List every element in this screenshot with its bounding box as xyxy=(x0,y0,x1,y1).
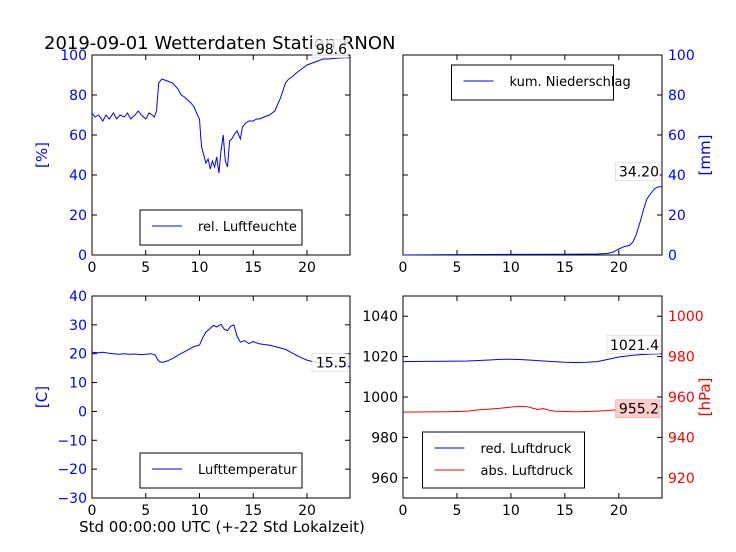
y-right-tick-label: 960 xyxy=(668,390,695,406)
y-axis-label: [C] xyxy=(33,386,51,408)
y-tick-label: 100 xyxy=(668,48,695,64)
legend-box xyxy=(139,452,303,489)
y-tick-label: 60 xyxy=(668,128,686,144)
y-tick-label: −20 xyxy=(57,462,87,478)
plot-frame xyxy=(91,295,351,499)
annotation-value: 1021.4 xyxy=(610,338,659,354)
pressure-panel: 0 5 10 15 20 960 980 1000 1020 1040 920 940 960 980 10… xyxy=(362,295,714,519)
x-tick-label: 20 xyxy=(610,260,628,276)
y-tick-label: 980 xyxy=(371,430,398,446)
legend-entry: abs. Luftdruck xyxy=(481,464,574,479)
y-right-tick-label: 980 xyxy=(668,350,695,366)
x-tick-label: 10 xyxy=(191,503,209,519)
y-tick-label: 20 xyxy=(69,208,87,224)
x-tick-label: 5 xyxy=(452,503,461,519)
x-tick-label: 0 xyxy=(88,503,97,519)
y-tick-label: 0 xyxy=(78,248,87,264)
series-line xyxy=(402,186,663,256)
x-tick-label: 10 xyxy=(502,260,520,276)
y-tick-label: 60 xyxy=(69,128,87,144)
y-tick-label: 1000 xyxy=(362,390,398,406)
legend-entry: rel. Luftfeuchte xyxy=(198,220,297,235)
x-tick-label: 15 xyxy=(244,260,262,276)
y-tick-label: 100 xyxy=(60,48,87,64)
y-tick-label: 40 xyxy=(668,168,686,184)
y-tick-label: 20 xyxy=(69,347,87,363)
annotation-box xyxy=(311,353,349,372)
y-right-tick-label: 920 xyxy=(668,471,695,487)
y-tick-label: 40 xyxy=(69,168,87,184)
series-line xyxy=(91,57,350,174)
plot-frame xyxy=(91,54,351,256)
x-tick-label: 5 xyxy=(141,260,150,276)
temperature-panel: 0 5 10 15 20 −30 −20 −10 0 10 20 30 40 [C] 15.5 Lufttem… xyxy=(33,289,351,519)
x-tick-label: 0 xyxy=(399,503,408,519)
legend-entry: kum. Niederschlag xyxy=(510,75,631,90)
annotation-box xyxy=(615,399,661,418)
x-tick-label: 5 xyxy=(452,260,461,276)
y-tick-label: 0 xyxy=(78,404,87,420)
y-tick-label: 80 xyxy=(69,88,87,104)
x-axis-label: Std 00:00:00 UTC (+-22 Std Lokalzeit) xyxy=(79,518,365,536)
annotation-box xyxy=(311,39,349,59)
x-tick-label: 15 xyxy=(556,503,574,519)
x-tick-label: 10 xyxy=(502,503,520,519)
annotation-value: 34.20 xyxy=(619,165,659,181)
y-tick-label: 10 xyxy=(69,376,87,392)
legend-box xyxy=(422,431,585,489)
x-tick-label: 0 xyxy=(88,260,97,276)
x-tick-label: 20 xyxy=(610,503,628,519)
y-tick-label: 30 xyxy=(69,318,87,334)
y-tick-label: 40 xyxy=(69,289,87,305)
y-tick-label: 0 xyxy=(668,248,677,264)
x-tick-label: 15 xyxy=(556,260,574,276)
legend-box xyxy=(139,209,303,246)
legend-box xyxy=(451,64,614,101)
x-tick-label: 10 xyxy=(191,260,209,276)
x-tick-label: 20 xyxy=(298,503,316,519)
figure-title: 2019-09-01 Wetterdaten Station RNON xyxy=(44,33,395,54)
annotation-box xyxy=(615,162,661,181)
legend-entry: red. Luftdruck xyxy=(481,442,572,457)
annotation-value: 15.5 xyxy=(316,356,347,372)
legend-entry: Lufttemperatur xyxy=(198,463,297,478)
humidity-panel: 0 5 10 15 20 0 20 40 60 80 100 [%] 98.6 rel. Luftfeuc… xyxy=(33,39,351,276)
y-tick-label: 1020 xyxy=(362,350,398,366)
y-tick-label: 960 xyxy=(371,471,398,487)
plot-frame xyxy=(402,54,663,256)
annotation-box xyxy=(606,335,661,355)
y-tick-label: −10 xyxy=(57,433,87,449)
x-tick-label: 5 xyxy=(141,503,150,519)
y-right-tick-label: 1000 xyxy=(668,309,704,325)
y-tick-label: −30 xyxy=(57,491,87,507)
series-line xyxy=(402,405,663,413)
y-tick-label: 80 xyxy=(668,88,686,104)
x-tick-label: 0 xyxy=(399,260,408,276)
y-axis-label: [hPa] xyxy=(696,378,714,417)
x-tick-label: 15 xyxy=(244,503,262,519)
y-tick-label: 1040 xyxy=(362,309,398,325)
annotation-value: 98.6 xyxy=(316,42,347,58)
y-axis-label: [mm] xyxy=(696,135,714,176)
y-tick-label: 20 xyxy=(668,208,686,224)
y-axis-label: [%] xyxy=(33,142,51,168)
annotation-value: 955.2 xyxy=(619,402,659,418)
precipitation-panel: 0 5 10 15 20 0 20 40 60 80 100 [mm] 34.20 kum. Nieder… xyxy=(399,48,714,276)
y-right-tick-label: 940 xyxy=(668,430,695,446)
x-tick-label: 20 xyxy=(298,260,316,276)
series-line xyxy=(91,323,351,368)
series-line xyxy=(402,353,663,364)
